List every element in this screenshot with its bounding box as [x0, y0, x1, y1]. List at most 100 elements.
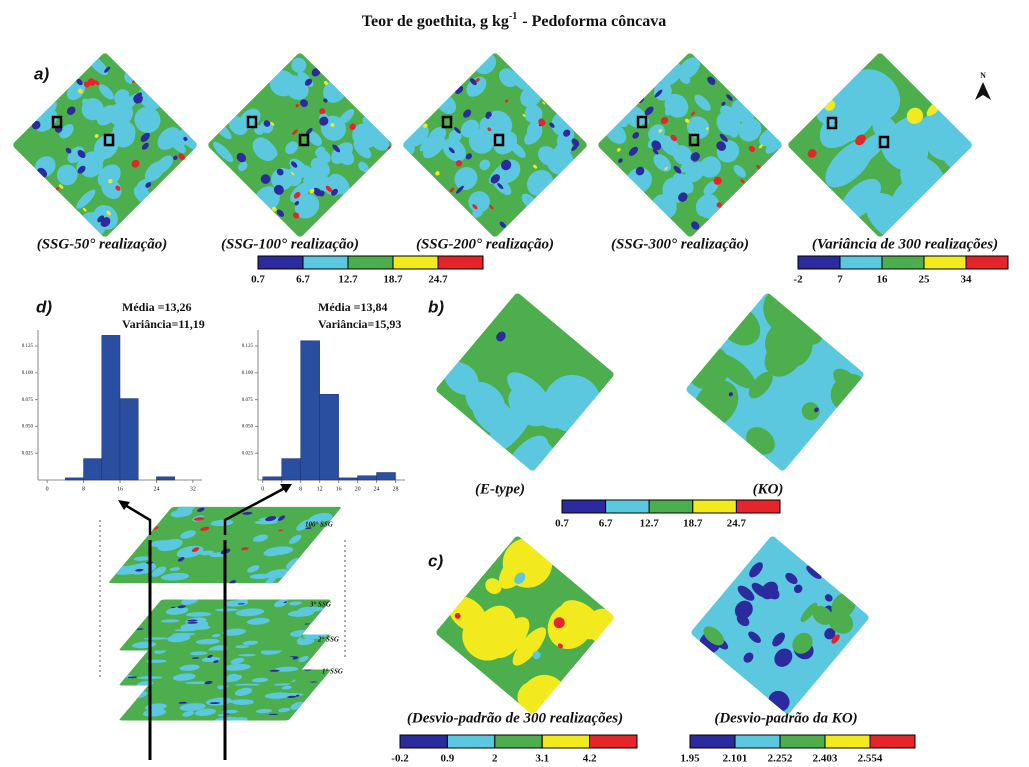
- y-tick-label: 0.100: [242, 371, 254, 376]
- colorbar-label: -0.2: [391, 753, 409, 765]
- x-tick-label: 8: [299, 486, 302, 492]
- colorbar-swatch: [438, 256, 483, 269]
- colorbar-swatch: [798, 256, 840, 269]
- map-caption: (SSG-200° realização): [416, 236, 554, 252]
- y-tick-label: 0.025: [242, 451, 254, 456]
- colorbar-swatch: [825, 735, 870, 748]
- title-sup: -1: [509, 11, 517, 22]
- colorbar-label: 25: [919, 274, 931, 286]
- map-caption: (SSG-100° realização): [221, 236, 359, 252]
- map-caption: (SSG-300° realização): [611, 236, 749, 252]
- colorbar-label: 12.7: [640, 518, 660, 530]
- layer-label: 1° SSG: [322, 668, 343, 676]
- arrow: [125, 505, 150, 535]
- x-tick-label: 20: [355, 486, 361, 492]
- y-tick-label: 0.100: [22, 371, 34, 376]
- map-body: [686, 530, 873, 719]
- colorbar-swatch: [690, 735, 735, 748]
- map: [657, 259, 893, 495]
- colorbar-swatch: [882, 256, 924, 269]
- y-tick-label: 0.050: [22, 425, 34, 430]
- colorbar-label: 0.9: [441, 753, 455, 765]
- colorbar-label: -2: [793, 274, 803, 286]
- histogram-bar: [65, 478, 83, 480]
- map-caption: (Variância de 300 realizações): [812, 236, 998, 252]
- histogram-bar: [263, 477, 282, 480]
- colorbar-swatch: [924, 256, 966, 269]
- colorbar-swatch: [606, 500, 650, 513]
- arrow-head: [118, 500, 130, 510]
- north-label: N: [980, 71, 986, 80]
- x-tick-label: 16: [336, 486, 342, 492]
- y-tick-label: 0.125: [22, 344, 34, 349]
- y-tick-label: 0.050: [242, 425, 254, 430]
- map: [191, 36, 401, 246]
- colorbar-label: 12.7: [338, 274, 358, 286]
- colorbar-label: 7: [837, 274, 843, 286]
- map-body: [657, 259, 893, 495]
- map: [391, 36, 604, 249]
- x-tick-label: 24: [153, 486, 159, 492]
- colorbar-swatch: [735, 735, 780, 748]
- map-body: [391, 36, 604, 249]
- colorbar-swatch: [393, 256, 438, 269]
- colorbar-swatch: [736, 500, 780, 513]
- layer-label: 100° SSG: [305, 521, 333, 529]
- map: [585, 40, 792, 247]
- colorbar-label: 24.7: [727, 518, 747, 530]
- title-rest: - Pedoforma côncava: [522, 13, 666, 30]
- x-tick-label: 16: [117, 486, 123, 492]
- histogram-bar: [358, 476, 377, 480]
- stat-text: Variância=15,93: [318, 317, 401, 331]
- colorbar-label: 2.101: [723, 753, 748, 765]
- colorbar-label: 0.7: [251, 274, 265, 286]
- x-tick-label: 28: [393, 486, 399, 492]
- y-tick-label: 0.125: [242, 344, 254, 349]
- histogram-bar: [120, 399, 138, 480]
- colorbar-label: 2.403: [813, 753, 838, 765]
- histogram-bar: [84, 459, 102, 480]
- colorbar-label: 2.554: [858, 753, 883, 765]
- title-main: Teor de goethita, g kg: [362, 13, 509, 30]
- y-tick-label: 0.025: [22, 451, 34, 456]
- colorbar-label: 6.7: [296, 274, 310, 286]
- histogram-bar: [282, 459, 301, 480]
- colorbar-label: 34: [961, 274, 973, 286]
- y-tick-label: 0.075: [242, 398, 254, 403]
- map-caption: (SSG-50° realização): [37, 236, 168, 252]
- colorbar-swatch: [840, 256, 882, 269]
- panel-label: d): [36, 297, 52, 316]
- histogram-bar: [102, 335, 120, 480]
- x-tick-label: 0: [261, 486, 264, 492]
- colorbar-swatch: [542, 735, 589, 748]
- histogram-bar: [339, 478, 358, 480]
- layer-stack: 100° SSG 3° SSG 2° SSG 1° SSG: [99, 484, 350, 760]
- colorbar-label: 24.7: [428, 274, 448, 286]
- north-symbol: [975, 82, 991, 100]
- map: [415, 288, 627, 500]
- x-tick-label: 32: [190, 486, 196, 492]
- histogram-bar: [377, 473, 396, 481]
- stat-text: Variância=11,19: [122, 317, 205, 331]
- colorbar-swatch: [348, 256, 393, 269]
- histogram-bar: [301, 341, 320, 480]
- colorbar-swatch: [495, 735, 542, 748]
- colorbar-label: 16: [877, 274, 889, 286]
- panel-label: a): [34, 64, 49, 83]
- x-tick-label: 4: [280, 486, 283, 492]
- x-tick-label: 24: [374, 486, 380, 492]
- y-tick-label: 0.075: [22, 398, 34, 403]
- colorbar-label: 2: [492, 753, 498, 765]
- figure: Teor de goethita, g kg-1 - Pedoforma cônc…: [0, 0, 1029, 767]
- colorbar-swatch: [870, 735, 915, 748]
- layer-label: 3° SSG: [309, 601, 331, 609]
- histogram-bar: [320, 394, 339, 480]
- colorbar-swatch: [562, 500, 606, 513]
- colorbar-swatch: [303, 256, 348, 269]
- map-caption: (Desvio-padrão de 300 realizações): [407, 710, 623, 726]
- colorbar-swatch: [258, 256, 303, 269]
- map-caption: (KO): [753, 481, 784, 497]
- map: [686, 530, 873, 719]
- colorbar-label: 18.7: [383, 274, 403, 286]
- layer-label: 2° SSG: [317, 636, 339, 644]
